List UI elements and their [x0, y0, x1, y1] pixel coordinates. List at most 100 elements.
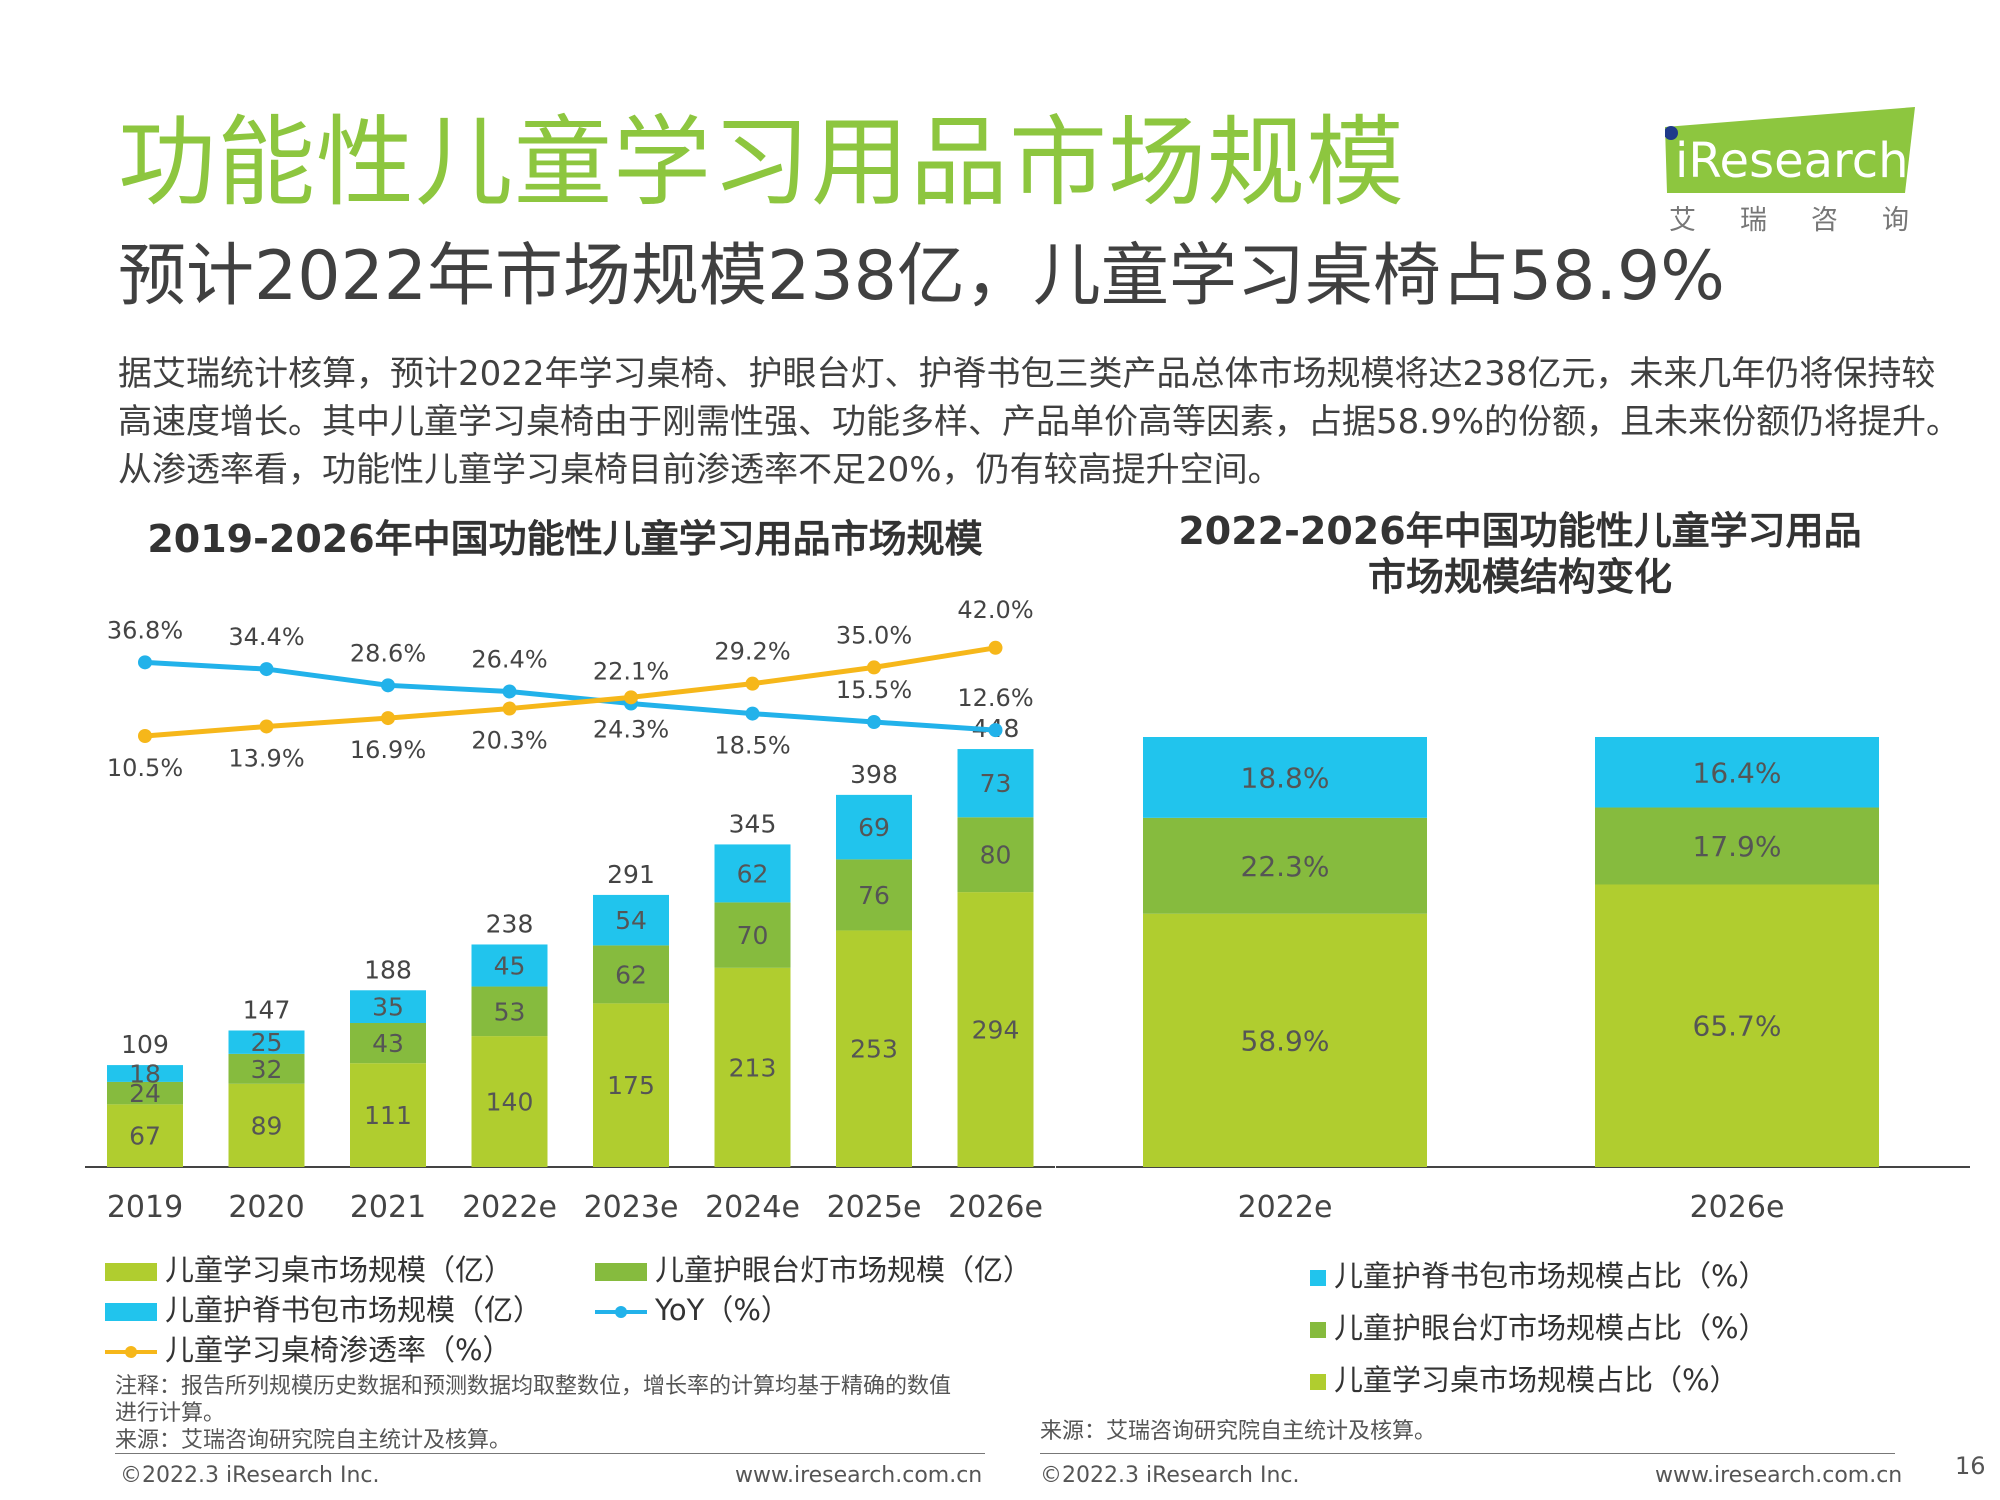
bar-segment — [1143, 913, 1427, 1167]
line-point — [745, 676, 760, 691]
bar-segment — [714, 967, 791, 1167]
bar-segment — [836, 794, 912, 860]
legend-item-desk: 儿童学习桌市场规模（亿） — [105, 1247, 513, 1289]
yoy-line — [144, 659, 996, 733]
line-value-label: 26.4% — [471, 645, 547, 673]
line-value-label: 13.9% — [228, 744, 304, 772]
bar-percent-label: 58.9% — [1241, 1024, 1330, 1057]
line-point — [867, 660, 881, 675]
bar-total-label: 291 — [607, 860, 655, 889]
bar-segment — [228, 1053, 305, 1084]
penetration-line — [144, 645, 996, 739]
legend-swatch — [595, 1263, 647, 1281]
bar-value-label: 76 — [858, 881, 890, 910]
bar-segment — [107, 1104, 183, 1167]
bar-value-label: 111 — [364, 1101, 412, 1130]
bar-segment — [714, 902, 791, 968]
left-chart-title: 2019-2026年中国功能性儿童学习用品市场规模 — [147, 517, 983, 561]
line-point — [259, 662, 274, 677]
paragraph-line: 据艾瑞统计核算，预计2022年学习桌椅、护眼台灯、护脊书包三类产品总体市场规模将… — [118, 354, 1936, 394]
bar-percent-label: 65.7% — [1693, 1010, 1782, 1043]
logo-brand-text: iResearch — [1675, 133, 1909, 189]
line-value-label: 10.5% — [107, 754, 183, 782]
page-subtitle: 预计2022年市场规模238亿，儿童学习桌椅占58.9% — [118, 237, 1725, 316]
line-point — [138, 655, 152, 670]
line-point — [502, 684, 517, 699]
line-value-label: 35.0% — [836, 621, 912, 649]
bar-percent-label: 18.8% — [1241, 761, 1330, 794]
line-point — [259, 719, 274, 734]
bar-value-label: 45 — [494, 952, 526, 981]
bar-percent-label: 17.9% — [1693, 830, 1782, 863]
bar-value-label: 53 — [494, 997, 526, 1026]
bar-value-label: 175 — [607, 1071, 655, 1100]
bar-value-label: 67 — [129, 1122, 161, 1151]
legend-swatch — [1310, 1374, 1326, 1390]
logo-sub-text: 艾 瑞 咨 询 — [1669, 205, 1909, 235]
x-tick-label: 2026e — [1690, 1190, 1785, 1225]
bar-value-label: 18 — [129, 1060, 161, 1089]
copyright: ©2022.3 iResearch Inc. — [120, 1463, 380, 1488]
bar-segment — [593, 945, 669, 1004]
bar-value-label: 32 — [251, 1055, 283, 1084]
bar-segment — [593, 1003, 669, 1167]
bar-value-label: 43 — [372, 1029, 404, 1058]
bar-total-label: 188 — [364, 955, 412, 984]
bar-value-label: 69 — [858, 813, 890, 842]
right-source-line: 来源：艾瑞咨询研究院自主统计及核算。 — [1040, 1419, 1437, 1444]
line-value-label: 16.9% — [350, 736, 426, 764]
line-point — [381, 678, 395, 693]
x-tick-label: 2021 — [350, 1190, 426, 1225]
line-value-label: 42.0% — [957, 596, 1033, 624]
line-point — [381, 711, 395, 726]
iresearch-logo: iResearch 艾 瑞 咨 询 — [1665, 107, 1915, 235]
bar-total-label: 345 — [729, 809, 777, 838]
line-value-label: 22.1% — [593, 658, 669, 686]
x-tick-label: 2020 — [228, 1190, 304, 1225]
bar-total-label: 109 — [121, 1030, 169, 1059]
bar-value-label: 25 — [251, 1028, 283, 1057]
legend-item-lamp-share: 儿童护眼台灯市场规模占比（%） — [1310, 1305, 1768, 1347]
line-point — [988, 723, 1003, 738]
right-chart-title: 2022-2026年中国功能性儿童学习用品 市场规模结构变化 — [1100, 508, 1940, 600]
bar-segment — [471, 944, 548, 987]
legend-item-penetration: 儿童学习桌椅渗透率（%） — [105, 1327, 512, 1369]
bar-segment — [836, 930, 912, 1167]
note-line: 进行计算。 — [115, 1401, 226, 1426]
bar-segment — [1595, 884, 1879, 1167]
line-value-label: 12.6% — [957, 684, 1033, 712]
legend-line-icon — [595, 1306, 647, 1318]
bar-value-label: 89 — [251, 1111, 283, 1140]
line-value-label: 24.3% — [593, 715, 669, 743]
bar-segment — [1143, 817, 1427, 914]
legend-item-yoy: YoY（%） — [595, 1287, 790, 1329]
note-line: 注释：报告所列规模历史数据和预测数据均取整数位，增长率的计算均基于精确的数值 — [115, 1374, 952, 1399]
bar-percent-label: 22.3% — [1241, 850, 1330, 883]
bar-value-label: 62 — [615, 960, 647, 989]
footer-divider — [115, 1453, 985, 1454]
bar-segment — [1595, 807, 1879, 885]
bar-percent-label: 16.4% — [1693, 756, 1782, 789]
bar-segment — [471, 1036, 548, 1167]
line-value-label: 29.2% — [714, 638, 790, 666]
bar-segment — [228, 1083, 305, 1167]
x-tick-label: 2019 — [107, 1190, 183, 1225]
website-url: www.iresearch.com.cn — [735, 1463, 983, 1488]
bar-segment — [593, 894, 669, 946]
line-value-label: 28.6% — [350, 639, 426, 667]
legend-line-icon — [105, 1346, 157, 1358]
legend-item-bag: 儿童护脊书包市场规模（亿） — [105, 1287, 542, 1329]
bar-value-label: 80 — [980, 841, 1012, 870]
copyright: ©2022.3 iResearch Inc. — [1040, 1463, 1300, 1488]
bar-segment — [1595, 737, 1879, 808]
legend-swatch — [1310, 1322, 1326, 1338]
line-point — [138, 729, 152, 743]
paragraph-line: 从渗透率看，功能性儿童学习桌椅目前渗透率不足20%，仍有较高提升空间。 — [118, 450, 1282, 490]
legend-swatch — [105, 1303, 157, 1321]
paragraph-line: 高速度增长。其中儿童学习桌椅由于刚需性强、功能多样、产品单价高等因素，占据58.… — [118, 402, 1961, 442]
bar-total-label: 147 — [243, 995, 291, 1024]
source-line: 来源：艾瑞咨询研究院自主统计及核算。 — [115, 1428, 512, 1453]
x-tick-label: 2025e — [827, 1190, 922, 1225]
line-point — [502, 701, 517, 716]
